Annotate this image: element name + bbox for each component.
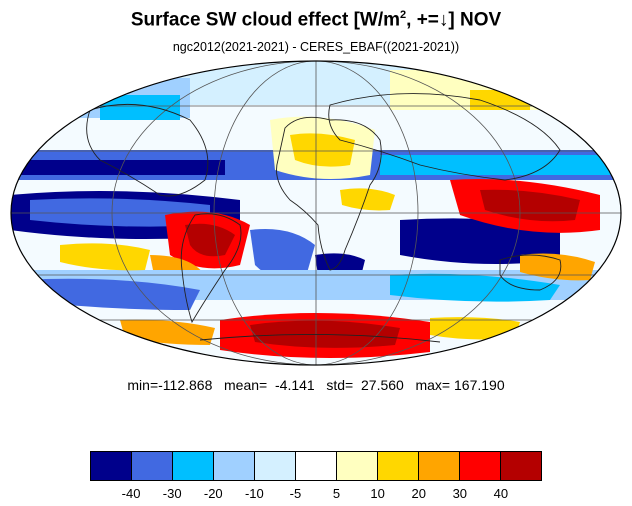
colorbar-label: -30 — [162, 486, 182, 501]
colorbar-label: 40 — [493, 486, 509, 501]
colorbar-label: -10 — [244, 486, 264, 501]
colorbar-label: 30 — [452, 486, 468, 501]
statistics-line: min=-112.868 mean= -4.141 std= 27.560 ma… — [127, 377, 505, 393]
colorbar-box — [501, 452, 541, 480]
colorbar-label: -40 — [121, 486, 141, 501]
colorbar-box — [91, 452, 132, 480]
colorbar-box — [337, 452, 378, 480]
colorbar-box — [419, 452, 460, 480]
map-title: Surface SW cloud effect [W/m2, +=↓] NOV — [130, 9, 502, 31]
map-border — [10, 60, 622, 366]
colorbar-label: -20 — [203, 486, 223, 501]
map-subtitle: ngc2012(2021-2021) - CERES_EBAF((2021-20… — [172, 40, 460, 54]
graticule — [11, 61, 621, 365]
colorbar-label: -5 — [289, 486, 302, 501]
colorbar-box — [378, 452, 419, 480]
colorbar-label: 20 — [411, 486, 426, 501]
colorbar-box — [214, 452, 255, 480]
colorbar-box — [460, 452, 501, 480]
colorbar — [90, 451, 542, 481]
colorbar-box — [296, 452, 337, 480]
coastlines — [86, 93, 562, 343]
colorbar-box — [255, 452, 296, 480]
colorbar-label: 5 — [332, 486, 341, 501]
colorbar-labels: -40 -30 -20 -10 -5 5 10 20 30 40 — [0, 486, 632, 504]
colorbar-label: 10 — [370, 486, 385, 501]
colorbar-box — [132, 452, 173, 480]
colorbar-box — [173, 452, 214, 480]
